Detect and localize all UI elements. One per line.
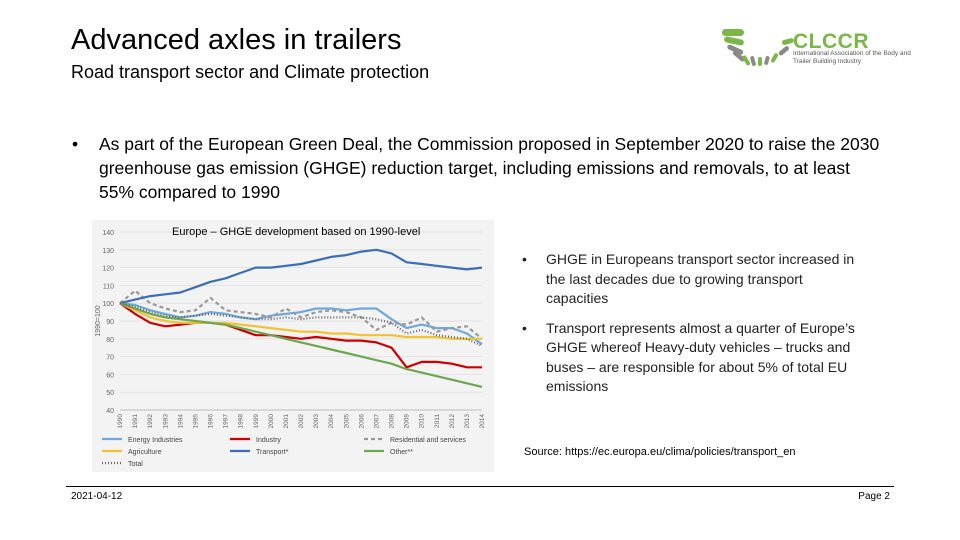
y-tick-label: 100 [102,301,114,308]
x-tick-label: 2007 [373,414,380,429]
bullet-marker: • [522,251,527,267]
series-line [119,302,482,369]
x-tick-label: 2013 [464,414,471,429]
page-number: Page 2 [858,491,890,502]
x-tick-label: 2008 [389,414,396,429]
legend-label: Residential and services [390,437,466,444]
chart-background [92,220,494,472]
logo-tagline: International Association of the Body an… [793,50,911,65]
y-tick-label: 80 [106,337,114,344]
logo-sunburst-icon [722,29,794,66]
clccr-logo [722,29,794,66]
x-tick-label: 1998 [238,414,245,429]
series-line [119,302,482,340]
right-bullet-text: GHGE in Europeans transport sector incre… [546,251,855,306]
y-axis-label: 1990=100 [95,305,102,336]
series-line [119,289,483,340]
x-tick-label: 1994 [177,414,184,429]
x-tick-label: 1999 [253,414,260,429]
y-tick-label: 110 [103,283,114,290]
main-bullet-text: As part of the European Green Deal, the … [99,134,880,202]
bullet-marker: • [522,319,527,336]
legend-label: Total [128,461,143,468]
x-tick-label: 1995 [192,414,199,429]
x-tick-label: 2002 [298,414,305,429]
x-tick-label: 2004 [328,414,335,429]
x-tick-label: 2003 [313,414,320,429]
legend-label: Transport* [256,449,289,456]
y-tick-label: 120 [102,266,114,273]
right-bullet-item: • Transport represents almost a quarter … [522,319,867,397]
legend-label: Agriculture [128,449,162,456]
x-tick-label: 2005 [343,414,350,429]
right-bullet-text: Transport represents almost a quarter of… [546,319,855,395]
x-tick-label: 2011 [434,414,441,428]
logo-name: CLCCR [793,30,869,53]
right-bullet-list: • GHGE in Europeans transport sector inc… [522,250,867,407]
y-tick-label: 40 [106,408,114,415]
x-tick-label: 2009 [404,414,411,429]
footer-date: 2021-04-12 [71,491,123,502]
legend-label: Energy Industries [128,437,183,444]
bullet-marker: • [72,134,79,154]
y-tick-label: 60 [106,372,114,379]
x-tick-label: 2014 [479,414,486,429]
chart-title: Europe – GHGE development based on 1990-… [172,226,421,238]
slide-subtitle: Road transport sector and Climate protec… [71,62,430,82]
legend-label: Industry [256,437,281,444]
series-line [119,302,483,346]
right-bullet-item: • GHGE in Europeans transport sector inc… [522,250,867,309]
x-tick-label: 1996 [208,414,215,429]
x-tick-label: 1990 [117,414,124,429]
y-tick-label: 130 [102,248,114,255]
x-tick-label: 2010 [419,414,426,429]
x-tick-label: 1993 [162,414,169,429]
slide-title: Advanced axles in trailers [71,24,402,56]
x-tick-label: 2012 [449,414,456,429]
legend-label: Other** [390,449,413,456]
x-tick-label: 1997 [223,414,230,429]
y-tick-label: 50 [106,390,114,397]
footer-divider [66,486,894,487]
series-line [119,248,483,305]
x-tick-label: 2001 [283,414,290,429]
x-tick-label: 2000 [268,414,275,429]
y-tick-label: 90 [106,319,114,326]
source-citation: Source: https://ec.europa.eu/clima/polic… [524,446,796,458]
x-tick-label: 1992 [147,414,154,429]
y-tick-label: 70 [106,355,114,362]
y-tick-label: 140 [102,230,114,237]
x-tick-label: 1991 [132,414,139,429]
series-line [119,302,483,347]
ghge-line-chart: 40 50 60 70 80 90 100 110 120 130 140 1990=100 1990 1… [95,230,486,468]
x-tick-label: 2006 [358,414,365,429]
series-line [119,302,483,388]
